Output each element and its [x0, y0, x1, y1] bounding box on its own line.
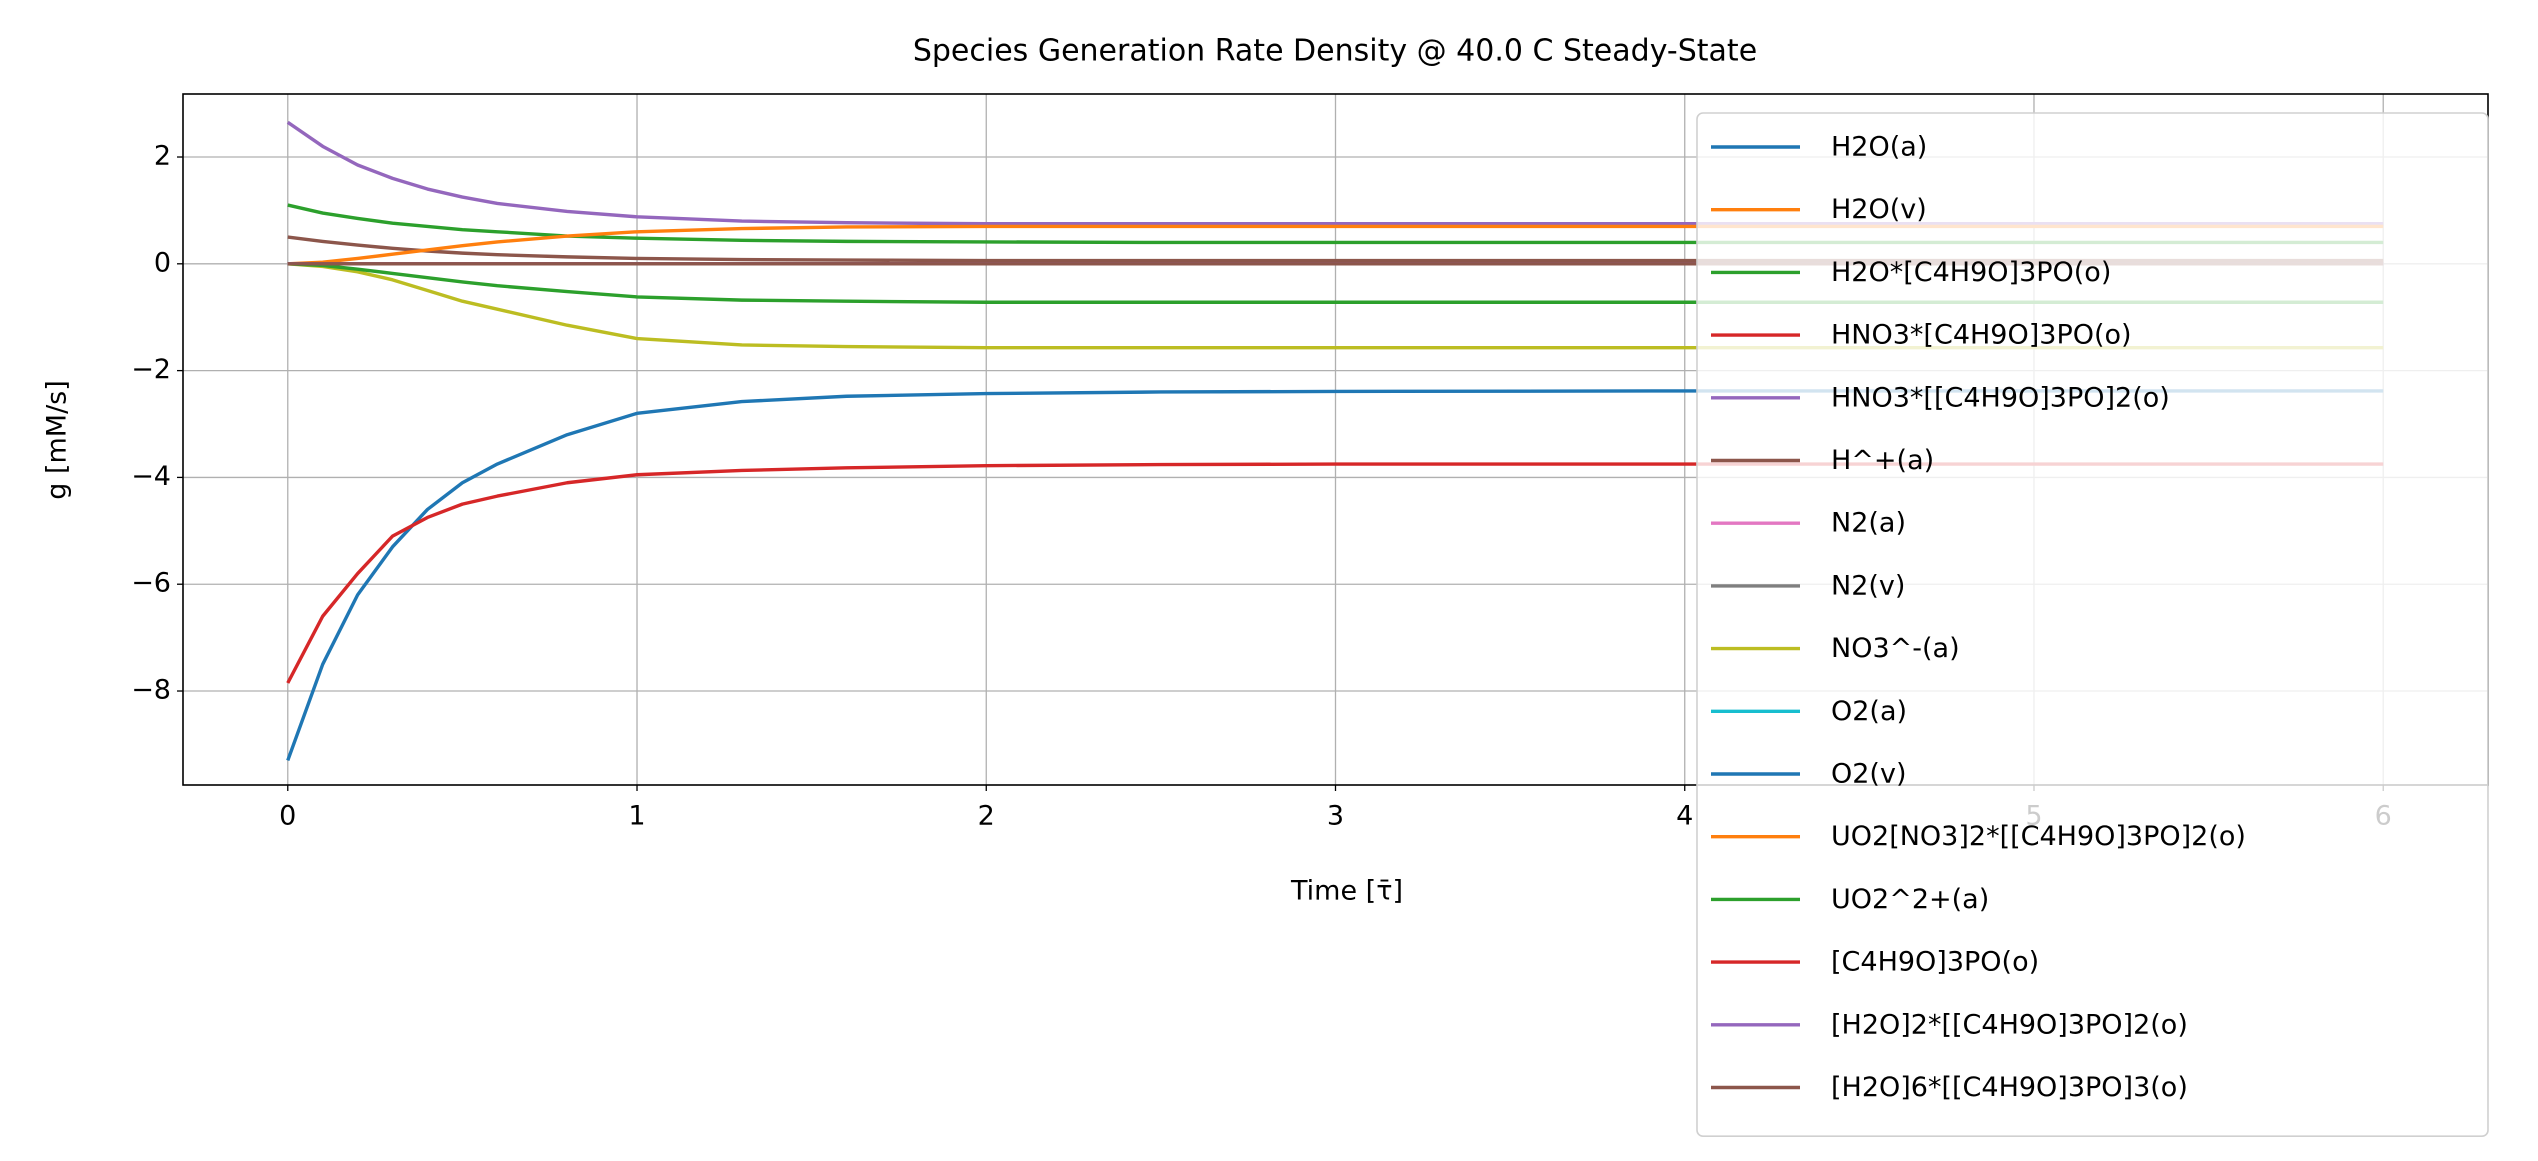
- legend-label: NO3^-(a): [1831, 633, 1960, 664]
- legend-label: H2O(v): [1831, 194, 1927, 225]
- x-tick-label: 4: [1676, 801, 1693, 832]
- x-tick-label: 2: [978, 801, 995, 832]
- legend: H2O(a) H2O(v) H2O*[C4H9O]3PO(o) HNO3*[C4H9O…: [1696, 112, 2489, 1138]
- series-line: [286, 389, 2384, 762]
- legend-label: [H2O]6*[[C4H9O]3PO]3(o): [1831, 1072, 2188, 1103]
- series-line: [286, 462, 2384, 684]
- legend-label: N2(a): [1831, 508, 1906, 539]
- legend-box: [1696, 112, 2489, 1138]
- y-axis-label: g [mM/s]: [42, 380, 73, 500]
- y-tick-label: −6: [131, 568, 171, 599]
- legend-label: HNO3*[C4H9O]3PO(o): [1831, 320, 2132, 351]
- series-line: [287, 235, 2384, 263]
- series-line: [287, 262, 2384, 304]
- legend-label: H^+(a): [1831, 445, 1934, 476]
- legend-label: UO2[NO3]2*[[C4H9O]3PO]2(o): [1831, 821, 2246, 852]
- y-tick-label: −2: [131, 354, 171, 385]
- y-tick-label: −4: [131, 461, 171, 492]
- legend-label: O2(a): [1831, 696, 1907, 727]
- x-axis-label: Time [τ̄]: [1290, 876, 1403, 907]
- legend-label: [H2O]2*[[C4H9O]3PO]2(o): [1831, 1009, 2188, 1040]
- legend-label: UO2^2+(a): [1831, 884, 1989, 915]
- x-tick-label: 3: [1327, 801, 1344, 832]
- legend-label: [C4H9O]3PO(o): [1831, 947, 2039, 978]
- series-line: [286, 120, 2384, 226]
- legend-label: O2(v): [1831, 759, 1906, 790]
- legend-label: H2O(a): [1831, 132, 1927, 163]
- x-tick-label: 0: [279, 801, 296, 832]
- chart-title: Species Generation Rate Density @ 40.0 C…: [913, 34, 1757, 69]
- legend-label: N2(v): [1831, 570, 1905, 601]
- y-tick-label: 2: [154, 141, 171, 172]
- y-tick-label: 0: [154, 247, 171, 278]
- series-line: [287, 224, 2384, 266]
- y-tick-label: −8: [131, 675, 171, 706]
- legend-label: H2O*[C4H9O]3PO(o): [1831, 257, 2111, 288]
- legend-label: HNO3*[[C4H9O]3PO]2(o): [1831, 382, 2170, 413]
- series-line: [287, 262, 2384, 350]
- x-tick-label: 1: [628, 801, 645, 832]
- series-line: [287, 203, 2384, 245]
